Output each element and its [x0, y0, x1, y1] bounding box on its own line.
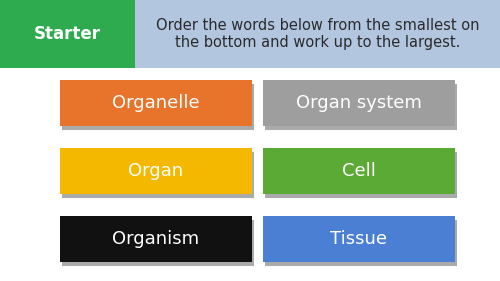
Bar — [60, 80, 252, 126]
Bar — [62, 220, 254, 266]
Bar — [265, 220, 457, 266]
Bar — [265, 152, 457, 198]
Text: Organelle: Organelle — [112, 94, 200, 112]
Bar — [62, 152, 254, 198]
Bar — [60, 216, 252, 262]
Bar — [263, 148, 455, 194]
Text: Cell: Cell — [342, 162, 376, 180]
Text: Organism: Organism — [112, 230, 200, 248]
Bar — [62, 84, 254, 130]
Text: Organ: Organ — [128, 162, 184, 180]
Bar — [265, 84, 457, 130]
Bar — [60, 148, 252, 194]
Bar — [135, 0, 500, 68]
Bar — [263, 216, 455, 262]
Bar — [263, 80, 455, 126]
Text: Starter: Starter — [34, 25, 101, 43]
Text: Tissue: Tissue — [330, 230, 388, 248]
Bar — [0, 0, 135, 68]
Text: Organ system: Organ system — [296, 94, 422, 112]
Text: Order the words below from the smallest on
the bottom and work up to the largest: Order the words below from the smallest … — [156, 18, 479, 50]
